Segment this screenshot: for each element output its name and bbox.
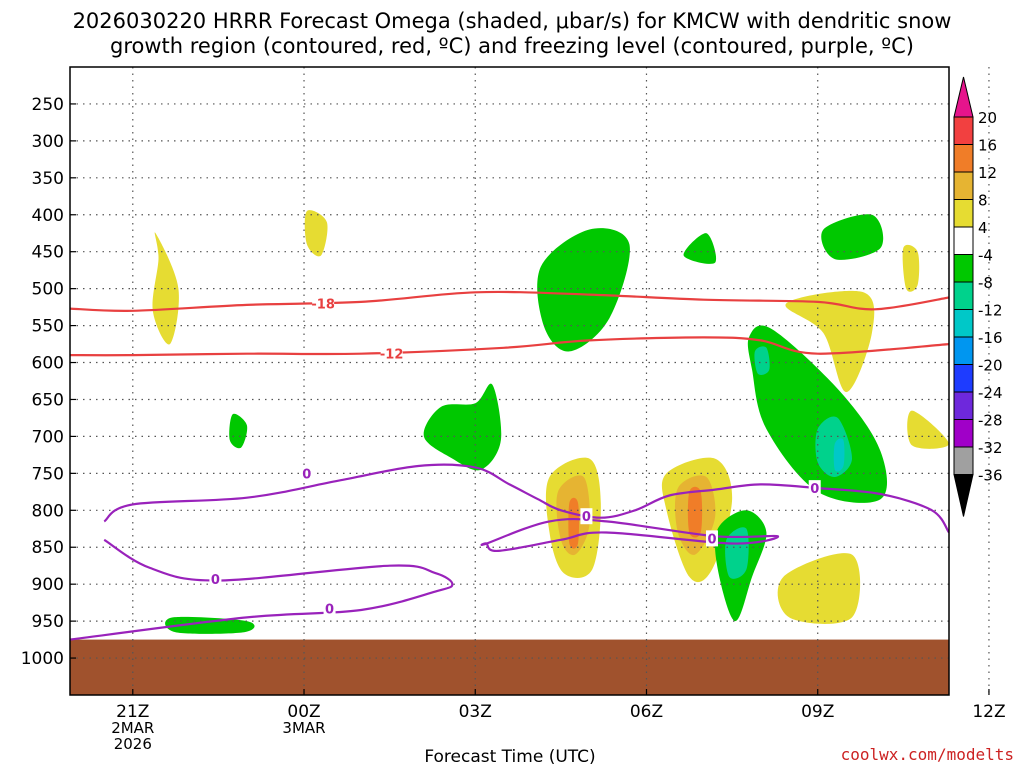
y-tick-label: 850 — [32, 538, 64, 558]
colorbar-label: 8 — [978, 192, 988, 210]
contour-label-bg — [312, 295, 335, 312]
y-tick-label: 950 — [32, 612, 64, 632]
colorbar-label: -36 — [978, 467, 1003, 485]
contour-label: 0 — [582, 510, 591, 525]
y-tick-label: 450 — [32, 243, 64, 263]
x-tick-label: 09Z — [801, 702, 834, 722]
colorbar-band-7 — [953, 309, 974, 338]
x-axis-title: Forecast Time (UTC) — [424, 747, 595, 767]
y-tick-label: 350 — [32, 169, 64, 189]
contour-label: 0 — [302, 467, 311, 482]
colorbar-band-5 — [953, 254, 974, 283]
contour-label: -18 — [311, 297, 335, 312]
y-tick-label: 500 — [32, 280, 64, 300]
x-tick-label: 2026 — [114, 735, 152, 753]
x-tick-label: 12Z — [972, 702, 1005, 722]
colorbar-bottom-arrow — [953, 474, 974, 517]
colorbar-top-arrow — [953, 76, 974, 118]
colorbar-band-8 — [953, 336, 974, 365]
contour-label: 0 — [325, 603, 334, 618]
colorbar-label: -16 — [978, 329, 1003, 347]
colorbar-band-11 — [953, 419, 974, 448]
contour-label-bg — [705, 530, 718, 547]
omega-region-23 — [833, 438, 845, 472]
colorbar-band-2 — [953, 171, 974, 200]
colorbar-label: -8 — [978, 274, 993, 292]
contour-label: 0 — [707, 532, 716, 547]
colorbar-band-9 — [953, 364, 974, 393]
colorbar-band-1 — [953, 144, 974, 173]
y-tick-label: 250 — [32, 95, 64, 115]
chart-title-line-2: growth region (contoured, red, ºC) and f… — [110, 34, 914, 58]
contour-label: 0 — [211, 573, 220, 588]
colorbar-band-3 — [953, 199, 974, 228]
omega-region-11 — [687, 486, 703, 538]
contour-label: 0 — [810, 482, 819, 497]
colorbar-label: -28 — [978, 412, 1003, 430]
colorbar-label: -20 — [978, 357, 1003, 375]
y-tick-label: 650 — [32, 390, 64, 410]
colorbar-band-0 — [953, 116, 974, 145]
colorbar-band-10 — [953, 391, 974, 420]
contour-line-3 — [70, 538, 454, 641]
contour-line-0 — [70, 290, 949, 312]
contour-line-1 — [70, 336, 949, 357]
x-tick-label: 21Z — [116, 702, 149, 722]
colorbar-band-4 — [953, 226, 974, 255]
x-tick-label: 06Z — [630, 702, 663, 722]
contour-label-bg — [580, 508, 593, 525]
omega-region-0 — [152, 232, 179, 345]
colorbar-band-12 — [953, 446, 974, 475]
omega-region-18 — [747, 325, 888, 503]
omega-region-1 — [304, 210, 328, 257]
omega-region-3 — [907, 410, 949, 449]
colorbar-label: -32 — [978, 439, 1003, 457]
chart-title-line-1: 2026030220 HRRR Forecast Omega (shaded, … — [72, 9, 952, 33]
contour-label-bg — [300, 465, 313, 482]
omega-region-10 — [568, 497, 580, 549]
colorbar-band-6 — [953, 281, 974, 310]
omega-region-22 — [725, 527, 749, 579]
ground-surface — [70, 639, 949, 695]
y-tick-label: 300 — [32, 132, 64, 152]
y-tick-label: 900 — [32, 575, 64, 595]
colorbar-label: 16 — [978, 137, 997, 155]
omega-region-2 — [785, 290, 875, 393]
contour-label-bg — [380, 345, 403, 362]
omega-region-12 — [537, 228, 630, 352]
omega-region-16 — [229, 413, 248, 449]
colorbar-label: 20 — [978, 109, 997, 127]
omega-region-13 — [683, 233, 717, 264]
plot-frame — [69, 66, 950, 696]
colorbar-label: -12 — [978, 302, 1003, 320]
omega-region-14 — [821, 214, 884, 260]
x-tick-label: 2MAR — [111, 719, 154, 737]
colorbar-label: 4 — [978, 219, 988, 237]
omega-region-15 — [423, 383, 502, 471]
colorbar-label: 12 — [978, 164, 997, 182]
omega-region-21 — [754, 346, 770, 375]
contour-label-bg — [323, 600, 336, 617]
y-tick-label: 1000 — [21, 649, 64, 669]
y-tick-label: 400 — [32, 206, 64, 226]
omega-region-5 — [777, 553, 861, 624]
contour-label-bg — [808, 480, 821, 497]
x-tick-label: 00Z — [287, 702, 320, 722]
contour-label: -12 — [380, 348, 404, 363]
colorbar-label: -24 — [978, 384, 1003, 402]
credit-text: coolwx.com/modelts — [840, 745, 1014, 764]
y-tick-label: 550 — [32, 317, 64, 337]
x-tick-label: 03Z — [459, 702, 492, 722]
colorbar-label: -4 — [978, 247, 993, 265]
omega-region-4 — [902, 244, 920, 292]
y-tick-label: 700 — [32, 427, 64, 447]
y-tick-label: 600 — [32, 354, 64, 374]
y-tick-label: 750 — [32, 464, 64, 484]
contour-label-bg — [209, 571, 222, 588]
x-tick-label: 3MAR — [282, 719, 325, 737]
y-tick-label: 800 — [32, 501, 64, 521]
